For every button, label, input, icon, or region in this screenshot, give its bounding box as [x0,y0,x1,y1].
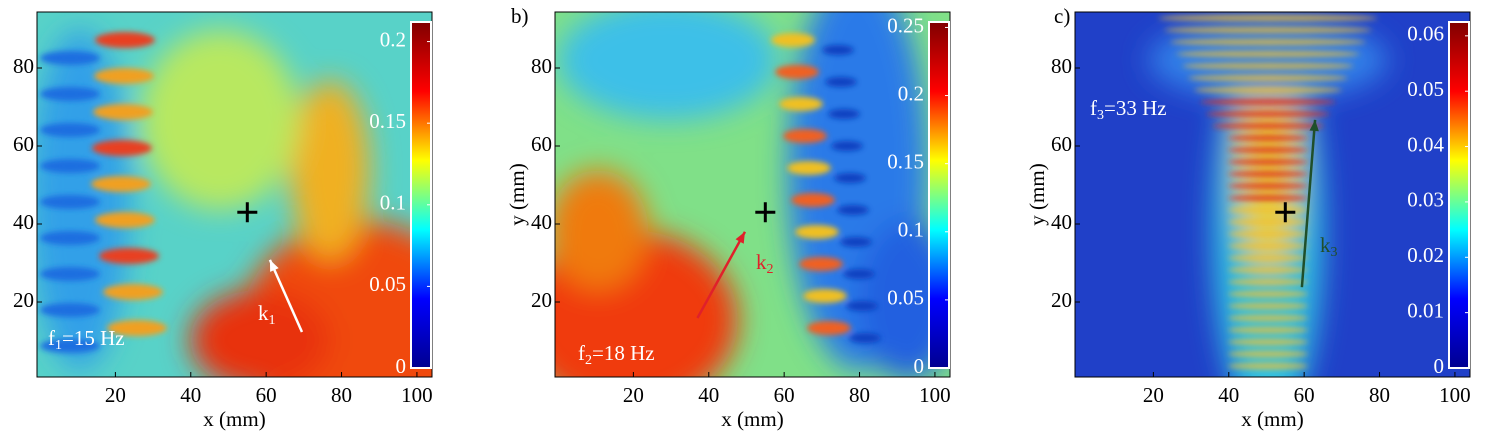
colorbar-tick-label: 0.2 [380,27,406,51]
frequency-subscript: 3 [1097,108,1104,123]
panel-label: b) [511,4,529,28]
frequency-label: f3=33 Hz [1090,96,1167,123]
colorbar-tick-label: 0.2 [898,81,924,105]
frequency-label: f1=15 Hz [48,326,125,353]
y-tick-label: 80 [13,54,34,78]
arrow-label: k3 [1320,233,1338,260]
y-axis-label: y (mm) [1025,163,1049,225]
frequency-subscript: 1 [55,338,62,353]
y-tick-label: 40 [1051,210,1072,234]
panel: 0 0.05 0.1 0.15 0.2 20 40 60 80 100 20 40 60 80 x (mm)… [13,11,433,431]
colorbar-tick-label: 0.1 [380,191,406,215]
x-tick-label: 20 [105,383,126,407]
y-tick-label: 60 [1051,132,1072,156]
x-tick-label: 40 [698,383,719,407]
arrow-label-subscript: 2 [767,262,774,277]
colorbar-tick-label: 0.05 [1407,77,1444,101]
marker [1275,202,1296,223]
y-axis-label: y (mm) [505,163,529,225]
x-axis-label: x (mm) [203,407,265,431]
x-tick-label: 20 [1143,383,1164,407]
colorbar [928,21,950,369]
frequency-value: =18 Hz [592,341,655,365]
y-tick-label: 40 [13,210,34,234]
panel-label: c) [1054,4,1070,28]
marker [237,202,258,223]
arrow-label-subscript: 1 [269,313,276,328]
frequency-value: =33 Hz [1104,96,1167,120]
y-tick-label: 60 [13,132,34,156]
colorbar-tick-label: 0.05 [369,272,406,296]
y-tick-label: 80 [531,54,552,78]
arrow-label-symbol: k [258,301,269,325]
colorbar [1448,21,1470,369]
colorbar-tick-label: 0.25 [887,13,924,37]
frequency-value: =15 Hz [62,326,125,350]
colorbar-tick-label: 0.05 [887,286,924,310]
y-tick-label: 80 [1051,54,1072,78]
x-tick-label: 100 [401,383,433,407]
x-tick-label: 80 [331,383,352,407]
frequency-subscript: 2 [585,353,592,368]
arrow-label: k1 [258,301,276,328]
x-tick-label: 20 [623,383,644,407]
y-tick-label: 20 [13,288,34,312]
colorbar-tick-label: 0.15 [369,109,406,133]
wave-vector-arrow [1300,119,1319,288]
frequency-symbol: f [1090,96,1097,120]
x-tick-label: 40 [1218,383,1239,407]
x-axis-label: x (mm) [1241,407,1303,431]
wave-vector-arrow [268,259,304,333]
x-tick-label: 60 [774,383,795,407]
frequency-label: f2=18 Hz [578,341,655,368]
colorbar-tick-label: 0.1 [898,218,924,242]
colorbar-tick-label: 0.01 [1407,298,1444,322]
colorbar-tick-label: 0 [914,354,925,378]
x-tick-label: 80 [849,383,870,407]
colorbar-tick-label: 0.15 [887,149,924,173]
arrow-label-symbol: k [756,250,767,274]
y-tick-label: 20 [1051,288,1072,312]
heatmap-field [1075,12,1470,377]
panel: 0 0.01 0.02 0.03 0.04 0.05 0.06 20 40 60 80 100 20 40… [1025,4,1471,431]
colorbar-tick-label: 0.02 [1407,243,1444,267]
heatmap-field [37,12,432,377]
wave-vector-arrow [696,231,747,319]
arrow-label: k2 [756,250,774,277]
colorbar-tick-label: 0.04 [1407,132,1444,156]
y-tick-label: 60 [531,132,552,156]
colorbar-tick-label: 0.06 [1407,22,1444,46]
x-tick-label: 40 [180,383,201,407]
colorbar [410,21,432,369]
x-tick-label: 100 [1439,383,1471,407]
arrow-label-subscript: 3 [1331,245,1338,260]
y-tick-label: 20 [531,288,552,312]
colorbar-tick-label: 0 [1434,354,1445,378]
frequency-symbol: f [48,326,55,350]
y-tick-label: 40 [531,210,552,234]
x-tick-label: 80 [1369,383,1390,407]
x-axis-label: x (mm) [721,407,783,431]
x-tick-label: 60 [256,383,277,407]
frequency-symbol: f [578,341,585,365]
panel: 0 0.05 0.1 0.15 0.2 0.25 20 40 60 80 100 20 40 60 80 x … [505,4,951,431]
colorbar-tick-label: 0.03 [1407,188,1444,212]
x-tick-label: 100 [919,383,951,407]
marker [755,202,776,223]
heatmap-field [555,12,950,377]
x-tick-label: 60 [1294,383,1315,407]
colorbar-tick-label: 0 [396,354,407,378]
arrow-label-symbol: k [1320,233,1331,257]
